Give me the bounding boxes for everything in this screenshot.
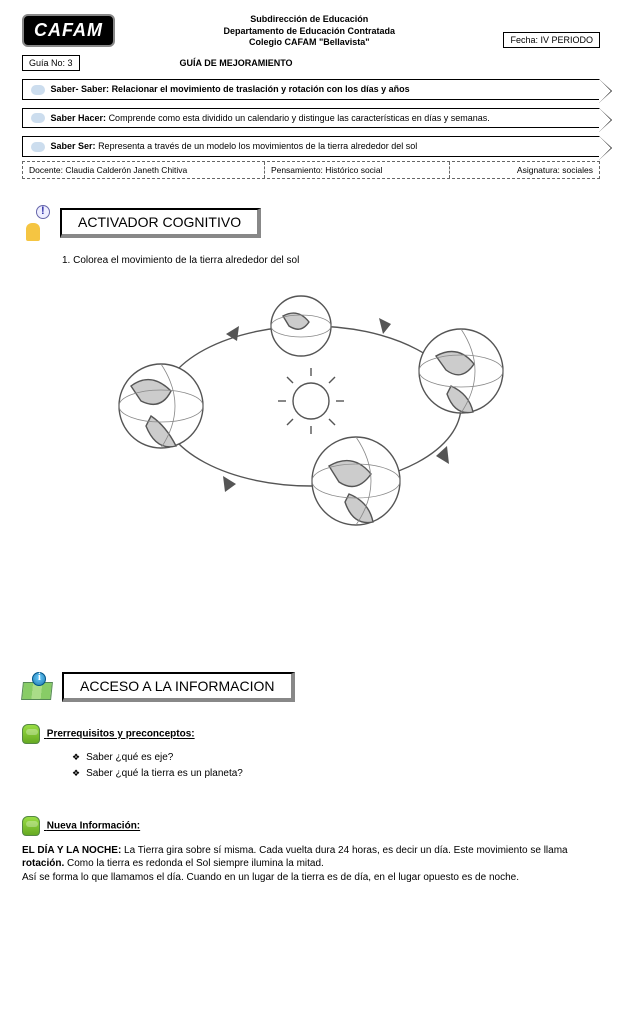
globe-top <box>271 296 331 356</box>
instruction-1: 1. Colorea el movimiento de la tierra al… <box>62 255 600 266</box>
cloud-icon <box>31 85 45 95</box>
info-icon <box>22 674 52 700</box>
prereq-bullets: Saber ¿qué es eje? Saber ¿qué la tierra … <box>72 750 600 782</box>
globe-right <box>419 329 503 413</box>
prereq-heading: Prerrequisitos y preconceptos: <box>22 724 600 744</box>
banner-text: Comprende como esta dividido un calendar… <box>109 113 490 123</box>
guia-no-box: Guía No: 3 <box>22 55 80 71</box>
cloud-icon <box>31 113 45 123</box>
info-row: Docente: Claudia Calderón Janeth Chitiva… <box>22 161 600 179</box>
header-line3: Colegio CAFAM "Bellavista" <box>125 37 493 49</box>
activador-title: ACTIVADOR COGNITIVO <box>60 208 261 238</box>
acceso-header: ACCESO A LA INFORMACION <box>22 672 600 702</box>
header: CAFAM Subdirección de Educación Departam… <box>22 14 600 49</box>
fecha-box: Fecha: IV PERIODO <box>503 32 600 48</box>
banner-text: Representa a través de un modelo los mov… <box>98 141 417 151</box>
backpack-icon <box>22 724 40 744</box>
banner-saber-ser: Saber Ser: Representa a través de un mod… <box>22 136 600 157</box>
activador-icon <box>22 205 50 241</box>
banner-label: Saber Hacer: <box>51 113 107 123</box>
activador-header: ACTIVADOR COGNITIVO <box>22 205 600 241</box>
globe-bottom <box>312 437 400 525</box>
header-line1: Subdirección de Educación <box>125 14 493 26</box>
logo: CAFAM <box>22 14 115 47</box>
orbit-diagram <box>91 276 531 536</box>
body-paragraph: EL DÍA Y LA NOCHE: La Tierra gira sobre … <box>22 844 600 885</box>
header-line2: Departamento de Educación Contratada <box>125 26 493 38</box>
pensamiento-cell: Pensamiento: Histórico social <box>265 162 450 178</box>
cloud-icon <box>31 142 45 152</box>
banner-label: Saber- Saber: <box>51 84 110 94</box>
backpack-icon <box>22 816 40 836</box>
banner-saber-hacer: Saber Hacer: Comprende como esta dividid… <box>22 108 600 129</box>
docente-cell: Docente: Claudia Calderón Janeth Chitiva <box>23 162 265 178</box>
banner-text: Relacionar el movimiento de traslación y… <box>112 84 410 94</box>
asignatura-cell: Asignatura: sociales <box>450 162 599 178</box>
acceso-title: ACCESO A LA INFORMACION <box>62 672 295 702</box>
header-text: Subdirección de Educación Departamento d… <box>125 14 493 49</box>
globe-left <box>119 364 203 448</box>
banner-label: Saber Ser: <box>51 141 96 151</box>
row2: Guía No: 3 GUÍA DE MEJORAMIENTO <box>22 55 600 71</box>
guia-title: GUÍA DE MEJORAMIENTO <box>180 58 293 68</box>
bullet-2: Saber ¿qué la tierra es un planeta? <box>72 766 600 782</box>
banner-saber-saber: Saber- Saber: Relacionar el movimiento d… <box>22 79 600 100</box>
bullet-1: Saber ¿qué es eje? <box>72 750 600 766</box>
nueva-heading: Nueva Información: <box>22 816 600 836</box>
